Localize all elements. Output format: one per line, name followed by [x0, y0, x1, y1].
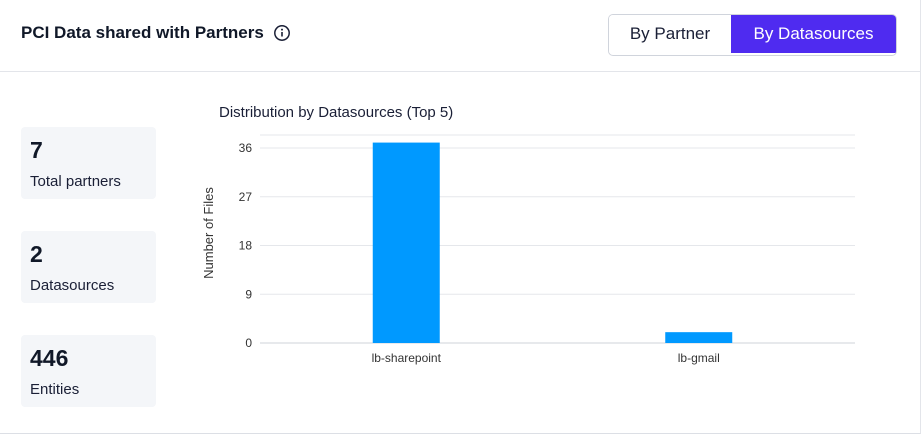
- stat-value: 2: [30, 241, 43, 267]
- bar-lb-gmail[interactable]: [665, 332, 733, 343]
- by-partner-button[interactable]: By Partner: [609, 15, 731, 53]
- info-icon[interactable]: [273, 24, 291, 42]
- stat-card-entities: 446 Entities: [21, 335, 156, 407]
- view-toggle: By Partner By Datasources: [608, 14, 897, 56]
- bar-lb-sharepoint[interactable]: [372, 142, 440, 343]
- stat-card-total-partners: 7 Total partners: [21, 127, 156, 199]
- stat-label: Entities: [30, 381, 80, 398]
- stat-value: 446: [30, 345, 69, 371]
- y-tick-label: 9: [245, 287, 252, 301]
- y-tick-label: 36: [239, 141, 253, 155]
- y-axis-label: Number of Files: [201, 187, 216, 279]
- card-title: PCI Data shared with Partners: [21, 23, 291, 43]
- stat-label: Total partners: [30, 173, 121, 190]
- by-datasources-button[interactable]: By Datasources: [731, 15, 896, 53]
- y-tick-label: 27: [239, 190, 253, 204]
- chart-title: Distribution by Datasources (Top 5): [219, 104, 454, 121]
- y-tick-label: 0: [245, 336, 252, 350]
- datasources-bar-chart: 0 9 18 27 36 lb-sharepoint lb-gmail Number of…: [201, 134, 855, 365]
- stat-card-datasources: 2 Datasources: [21, 231, 156, 303]
- x-tick-label: lb-gmail: [678, 351, 720, 365]
- card-title-text: PCI Data shared with Partners: [21, 23, 264, 42]
- stat-value: 7: [30, 137, 43, 163]
- y-tick-label: 18: [239, 239, 253, 253]
- x-tick-label: lb-sharepoint: [372, 351, 442, 365]
- card-header: PCI Data shared with Partners By Partner…: [0, 0, 921, 72]
- stat-label: Datasources: [30, 277, 115, 294]
